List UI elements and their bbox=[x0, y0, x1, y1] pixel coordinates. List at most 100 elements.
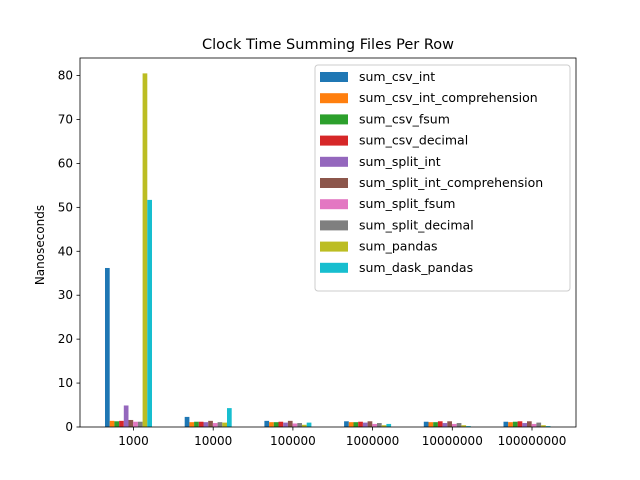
bar-sum_csv_decimal-10000 bbox=[198, 421, 204, 427]
bar-sum_split_fsum-1000 bbox=[133, 421, 138, 427]
y-tick-label: 20 bbox=[58, 332, 73, 346]
bar-sum_split_int-1000000 bbox=[362, 422, 368, 427]
plot-frame bbox=[79, 57, 577, 428]
bar-sum_dask_pandas-10000 bbox=[227, 408, 232, 427]
bar-sum_split_decimal-1000000 bbox=[377, 423, 382, 427]
legend-label-sum_csv_int_comprehension: sum_csv_int_comprehension bbox=[359, 90, 538, 105]
y-tick-label: 80 bbox=[58, 69, 73, 83]
bar-sum_split_int-10000000 bbox=[442, 423, 448, 427]
bar-sum_split_decimal-10000000 bbox=[456, 423, 462, 427]
bar-sum_pandas-1000 bbox=[142, 73, 148, 428]
y-tick-label: 10 bbox=[58, 376, 73, 390]
bar-sum_csv_int_comprehension-10000 bbox=[189, 422, 195, 427]
bar-sum_split_int_comprehension-10000 bbox=[208, 420, 213, 427]
legend-swatch-sum_csv_int_comprehension bbox=[320, 93, 348, 104]
bar-sum_csv_fsum-10000 bbox=[194, 421, 199, 427]
bar-sum_pandas-10000000 bbox=[461, 425, 467, 427]
bar-sum_csv_int_comprehension-1000000 bbox=[348, 422, 354, 427]
bar-sum_csv_int_comprehension-100000 bbox=[269, 422, 274, 427]
bar-sum_dask_pandas-1000000 bbox=[386, 423, 392, 427]
bar-sum_csv_decimal-1000 bbox=[119, 420, 124, 427]
bar-sum_csv_decimal-10000000 bbox=[437, 421, 443, 427]
bar-sum_split_int_comprehension-100000000 bbox=[527, 421, 532, 427]
bar-sum_pandas-1000000 bbox=[381, 425, 387, 427]
legend-swatch-sum_csv_int bbox=[320, 72, 348, 82]
bar-sum_split_decimal-100000000 bbox=[536, 422, 542, 427]
bar-sum_pandas-100000 bbox=[302, 424, 307, 427]
bar-sum_csv_fsum-1000000 bbox=[353, 422, 359, 427]
bar-sum_pandas-10000 bbox=[222, 422, 227, 427]
bar-sum_split_fsum-10000 bbox=[212, 423, 218, 427]
bar-sum_csv_int-1000 bbox=[105, 267, 110, 427]
y-tick-label: 70 bbox=[58, 113, 73, 127]
x-tick-label: 100000000 bbox=[498, 434, 567, 448]
bar-sum_dask_pandas-100000 bbox=[306, 422, 312, 427]
bar-sum_split_decimal-100000 bbox=[297, 423, 302, 427]
bar-sum_dask_pandas-100000000 bbox=[545, 426, 551, 427]
bar-sum_csv_int_comprehension-100000000 bbox=[508, 422, 513, 427]
bar-sum_split_fsum-10000000 bbox=[452, 423, 457, 427]
bar-sum_csv_decimal-100000000 bbox=[517, 421, 523, 427]
bar-sum_split_int_comprehension-1000000 bbox=[367, 421, 373, 427]
y-tick-label: 40 bbox=[58, 244, 73, 258]
bar-sum_csv_int_comprehension-10000000 bbox=[428, 422, 434, 427]
bar-sum_csv_int_comprehension-1000 bbox=[109, 420, 115, 427]
bars-layer bbox=[105, 73, 551, 428]
legend-label-sum_csv_int: sum_csv_int bbox=[359, 69, 435, 84]
legend-box bbox=[314, 64, 571, 292]
bar-sum_csv_fsum-100000000 bbox=[512, 421, 518, 427]
y-tick-label: 30 bbox=[58, 288, 73, 302]
bar-sum_split_int-100000000 bbox=[522, 423, 527, 427]
y-tick-label: 0 bbox=[65, 420, 73, 434]
y-tick-label: 60 bbox=[58, 156, 73, 170]
bar-sum_csv_int-100000000 bbox=[503, 421, 509, 427]
bar-sum_split_fsum-100000000 bbox=[531, 423, 537, 427]
bar-sum_dask_pandas-1000 bbox=[147, 199, 152, 427]
legend-swatch-sum_csv_decimal bbox=[320, 135, 348, 146]
y-tick-label: 50 bbox=[58, 200, 73, 214]
bar-sum_split_int_comprehension-1000 bbox=[128, 419, 134, 427]
bar-sum_split_int-10000 bbox=[203, 422, 209, 427]
x-tick-label: 100000 bbox=[270, 434, 316, 448]
bar-sum_split_int-100000 bbox=[283, 422, 288, 427]
bar-sum_split_int-1000 bbox=[123, 405, 129, 427]
legend-swatch-sum_split_int bbox=[320, 156, 348, 167]
x-tick-label: 1000 bbox=[118, 434, 149, 448]
bar-sum_split_fsum-1000000 bbox=[372, 423, 377, 427]
y-axis-label: Nanoseconds bbox=[33, 205, 47, 285]
legend-label-sum_csv_decimal: sum_csv_decimal bbox=[359, 133, 468, 148]
legend: sum_csv_int sum_csv_int_comprehension sum_… bbox=[314, 64, 571, 292]
bar-sum_split_int_comprehension-10000000 bbox=[447, 421, 452, 427]
legend-swatch-sum_split_int_comprehension bbox=[320, 178, 348, 188]
bar-sum_dask_pandas-10000000 bbox=[466, 426, 471, 427]
bar-sum_split_decimal-1000 bbox=[137, 421, 143, 427]
bar-sum_csv_int-100000 bbox=[264, 420, 270, 427]
bar-sum_split_decimal-10000 bbox=[217, 422, 223, 427]
bar-sum_csv_fsum-10000000 bbox=[433, 422, 438, 427]
legend-label-sum_pandas: sum_pandas bbox=[359, 239, 438, 254]
bar-sum_csv_int-10000000 bbox=[423, 421, 429, 427]
legend-label-sum_split_decimal: sum_split_decimal bbox=[359, 217, 474, 232]
bar-sum_split_fsum-100000 bbox=[292, 423, 298, 427]
legend-swatch-sum_split_decimal bbox=[320, 220, 348, 231]
bar-sum_csv_decimal-100000 bbox=[278, 421, 284, 427]
legend-label-sum_split_int: sum_split_int bbox=[359, 154, 441, 169]
bar-sum_csv_int-10000 bbox=[184, 416, 190, 427]
legend-swatch-sum_dask_pandas bbox=[320, 262, 348, 273]
bar-sum_csv_fsum-100000 bbox=[273, 422, 279, 427]
x-tick-label: 10000 bbox=[194, 434, 232, 448]
legend-swatch-sum_pandas bbox=[320, 241, 348, 252]
bar-sum_pandas-100000000 bbox=[541, 425, 546, 427]
x-tick-label: 10000000 bbox=[422, 434, 483, 448]
x-tick-label: 1000000 bbox=[346, 434, 399, 448]
legend-swatch-sum_csv_fsum bbox=[320, 114, 348, 125]
bar-sum_csv_fsum-1000 bbox=[114, 421, 120, 427]
bar-sum_csv_decimal-1000000 bbox=[358, 421, 363, 427]
chart-title: Clock Time Summing Files Per Row bbox=[202, 37, 454, 53]
bar-sum_split_int_comprehension-100000 bbox=[287, 420, 293, 427]
bar-sum_csv_int-1000000 bbox=[344, 421, 349, 427]
legend-label-sum_split_int_comprehension: sum_split_int_comprehension bbox=[359, 175, 543, 190]
legend-label-sum_csv_fsum: sum_csv_fsum bbox=[359, 111, 450, 126]
